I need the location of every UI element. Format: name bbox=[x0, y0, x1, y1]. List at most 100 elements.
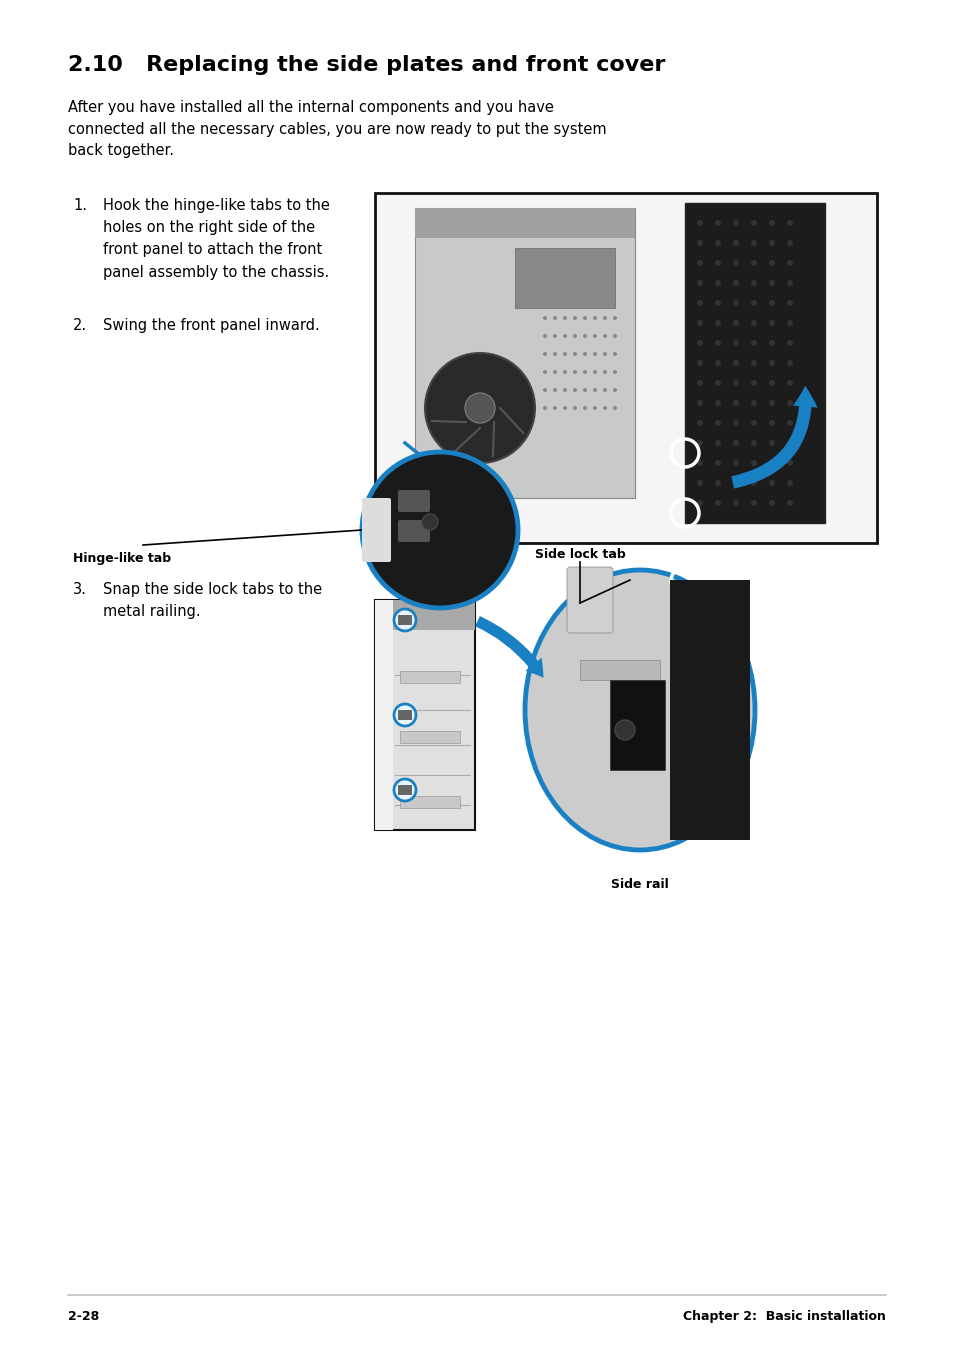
Circle shape bbox=[697, 440, 702, 446]
Circle shape bbox=[768, 420, 774, 426]
Bar bbox=[375, 600, 475, 630]
Circle shape bbox=[786, 320, 792, 326]
Circle shape bbox=[714, 380, 720, 386]
Circle shape bbox=[573, 388, 577, 392]
Circle shape bbox=[768, 380, 774, 386]
Circle shape bbox=[424, 353, 535, 463]
Bar bbox=[399, 731, 459, 743]
Circle shape bbox=[786, 380, 792, 386]
Bar bbox=[515, 249, 615, 308]
Circle shape bbox=[553, 388, 557, 392]
Circle shape bbox=[542, 334, 546, 338]
Circle shape bbox=[768, 320, 774, 326]
Text: After you have installed all the internal components and you have
connected all : After you have installed all the interna… bbox=[68, 100, 606, 158]
Circle shape bbox=[697, 459, 702, 466]
FancyBboxPatch shape bbox=[361, 499, 391, 562]
Circle shape bbox=[582, 353, 586, 357]
Text: Swing the front panel inward.: Swing the front panel inward. bbox=[103, 317, 319, 332]
Circle shape bbox=[593, 316, 597, 320]
Circle shape bbox=[394, 780, 416, 801]
Bar bbox=[399, 796, 459, 808]
Circle shape bbox=[732, 320, 739, 326]
Circle shape bbox=[613, 370, 617, 374]
Text: 2.10   Replacing the side plates and front cover: 2.10 Replacing the side plates and front… bbox=[68, 55, 664, 76]
Bar bbox=[399, 671, 459, 684]
Circle shape bbox=[697, 400, 702, 407]
Circle shape bbox=[562, 407, 566, 409]
Circle shape bbox=[593, 407, 597, 409]
Circle shape bbox=[697, 359, 702, 366]
Circle shape bbox=[582, 316, 586, 320]
Circle shape bbox=[732, 380, 739, 386]
Circle shape bbox=[714, 259, 720, 266]
Text: 2.: 2. bbox=[73, 317, 87, 332]
Circle shape bbox=[602, 316, 606, 320]
Circle shape bbox=[361, 453, 517, 608]
Circle shape bbox=[602, 388, 606, 392]
Circle shape bbox=[714, 300, 720, 305]
Circle shape bbox=[593, 388, 597, 392]
Bar bbox=[579, 661, 659, 680]
Circle shape bbox=[768, 500, 774, 507]
Circle shape bbox=[714, 320, 720, 326]
Circle shape bbox=[732, 440, 739, 446]
Circle shape bbox=[562, 334, 566, 338]
Circle shape bbox=[562, 316, 566, 320]
FancyArrowPatch shape bbox=[731, 386, 817, 489]
Circle shape bbox=[697, 480, 702, 486]
Text: Hinge-like tab: Hinge-like tab bbox=[73, 553, 171, 565]
Text: Side lock tab: Side lock tab bbox=[534, 549, 625, 561]
Circle shape bbox=[768, 359, 774, 366]
Circle shape bbox=[553, 353, 557, 357]
Circle shape bbox=[582, 334, 586, 338]
Circle shape bbox=[786, 340, 792, 346]
Circle shape bbox=[732, 220, 739, 226]
Circle shape bbox=[768, 400, 774, 407]
Circle shape bbox=[613, 407, 617, 409]
Circle shape bbox=[714, 240, 720, 246]
Circle shape bbox=[714, 220, 720, 226]
Circle shape bbox=[768, 300, 774, 305]
Circle shape bbox=[714, 280, 720, 286]
Circle shape bbox=[714, 459, 720, 466]
Circle shape bbox=[768, 340, 774, 346]
Circle shape bbox=[613, 316, 617, 320]
Circle shape bbox=[542, 316, 546, 320]
FancyBboxPatch shape bbox=[566, 567, 613, 634]
Circle shape bbox=[697, 420, 702, 426]
Circle shape bbox=[714, 359, 720, 366]
Circle shape bbox=[750, 300, 757, 305]
Circle shape bbox=[582, 407, 586, 409]
Bar bbox=[397, 615, 412, 626]
Bar bbox=[375, 600, 393, 830]
Circle shape bbox=[732, 300, 739, 305]
Circle shape bbox=[732, 500, 739, 507]
Circle shape bbox=[582, 370, 586, 374]
Circle shape bbox=[562, 388, 566, 392]
Circle shape bbox=[593, 370, 597, 374]
Circle shape bbox=[786, 420, 792, 426]
Text: Snap the side lock tabs to the
metal railing.: Snap the side lock tabs to the metal rai… bbox=[103, 582, 322, 619]
Circle shape bbox=[562, 370, 566, 374]
Circle shape bbox=[768, 280, 774, 286]
Circle shape bbox=[582, 388, 586, 392]
Circle shape bbox=[732, 259, 739, 266]
Circle shape bbox=[732, 280, 739, 286]
Circle shape bbox=[732, 420, 739, 426]
Circle shape bbox=[732, 340, 739, 346]
Circle shape bbox=[593, 353, 597, 357]
Circle shape bbox=[750, 220, 757, 226]
Circle shape bbox=[750, 380, 757, 386]
Circle shape bbox=[768, 459, 774, 466]
Circle shape bbox=[750, 480, 757, 486]
Circle shape bbox=[602, 334, 606, 338]
Text: Side rail: Side rail bbox=[611, 878, 668, 892]
Circle shape bbox=[786, 459, 792, 466]
Circle shape bbox=[714, 420, 720, 426]
Circle shape bbox=[542, 388, 546, 392]
Circle shape bbox=[697, 500, 702, 507]
Circle shape bbox=[732, 400, 739, 407]
Circle shape bbox=[786, 240, 792, 246]
Circle shape bbox=[697, 340, 702, 346]
Circle shape bbox=[602, 353, 606, 357]
